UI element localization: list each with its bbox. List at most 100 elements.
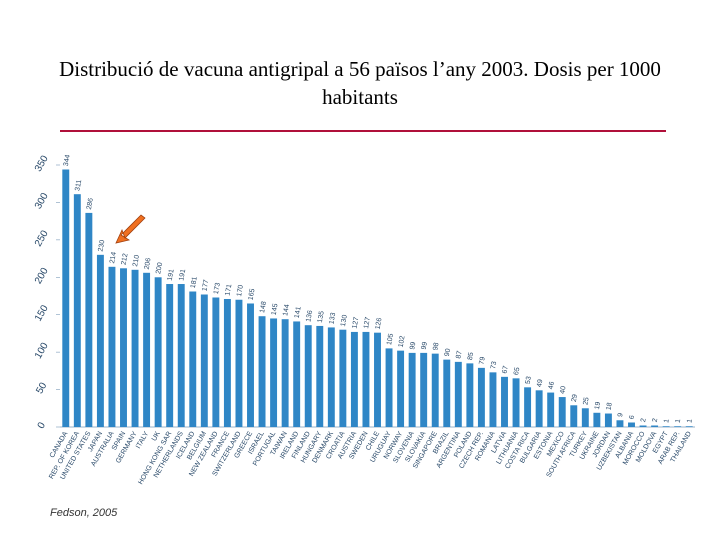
value-label: 102 xyxy=(398,335,407,348)
value-label: 165 xyxy=(248,288,257,301)
bar xyxy=(397,350,405,427)
value-label: 2 xyxy=(652,418,660,423)
value-label: 214 xyxy=(109,251,118,264)
bar xyxy=(293,321,301,427)
bar xyxy=(304,325,312,427)
y-tick-label: 300 xyxy=(33,191,51,211)
value-label: 212 xyxy=(121,253,130,266)
source: Fedson, 2005 xyxy=(50,507,118,519)
bar xyxy=(200,294,208,427)
bar xyxy=(639,425,647,427)
value-label: 65 xyxy=(513,367,521,376)
value-label: 133 xyxy=(328,312,337,325)
value-label: 46 xyxy=(548,381,556,390)
value-label: 9 xyxy=(617,412,625,417)
value-label: 90 xyxy=(444,348,452,357)
value-label: 170 xyxy=(236,284,245,297)
value-label: 85 xyxy=(467,352,475,361)
bar xyxy=(489,372,497,427)
bar xyxy=(350,331,358,427)
value-label: 126 xyxy=(375,317,384,330)
value-label: 2 xyxy=(640,418,648,423)
bar xyxy=(512,378,520,427)
value-label: 127 xyxy=(363,316,372,329)
bar xyxy=(524,387,532,427)
y-tick-label: 200 xyxy=(33,266,51,286)
value-label: 67 xyxy=(502,365,510,374)
y-tick-label: 150 xyxy=(33,303,51,323)
bar xyxy=(223,298,231,427)
bar xyxy=(501,376,508,427)
bar xyxy=(235,299,243,427)
bar xyxy=(570,405,578,427)
bar xyxy=(62,169,70,427)
bar xyxy=(96,254,104,427)
value-label: 73 xyxy=(490,361,498,370)
value-label: 1 xyxy=(675,418,683,423)
arrow xyxy=(115,214,146,244)
bar xyxy=(662,426,670,427)
bar xyxy=(177,284,185,427)
bar xyxy=(477,367,485,427)
bar xyxy=(547,392,555,427)
value-label: 311 xyxy=(74,179,83,191)
value-label: 6 xyxy=(629,415,637,420)
y-tick-label: 250 xyxy=(33,228,51,248)
bar xyxy=(281,319,289,427)
bar xyxy=(154,277,162,427)
value-label: 286 xyxy=(86,197,95,210)
bar xyxy=(420,352,428,427)
value-label: 344 xyxy=(63,154,72,167)
bar xyxy=(131,269,139,427)
y-tick-label: 50 xyxy=(34,380,49,396)
bar xyxy=(581,408,589,427)
value-label: 130 xyxy=(340,314,349,327)
value-label: 1 xyxy=(686,418,694,423)
bar xyxy=(316,325,324,427)
value-label: 200 xyxy=(155,262,164,275)
bar xyxy=(466,363,474,427)
bar xyxy=(685,426,693,427)
bar xyxy=(212,297,220,427)
bar xyxy=(143,272,151,427)
bar xyxy=(674,426,682,427)
value-label: 136 xyxy=(305,310,314,323)
value-label: 191 xyxy=(167,269,176,282)
y-tick-label: 0 xyxy=(36,420,49,431)
bar xyxy=(558,397,566,427)
bar xyxy=(108,266,116,427)
bar xyxy=(374,332,381,427)
bar xyxy=(270,318,278,427)
value-label: 25 xyxy=(582,397,590,406)
bar xyxy=(362,331,370,427)
value-label: 49 xyxy=(536,379,544,388)
bar xyxy=(385,348,393,427)
x-tick-label: UK xyxy=(151,430,162,442)
value-label: 177 xyxy=(201,279,210,292)
bar xyxy=(604,413,612,427)
chart-title: Distribució de vacuna antigripal a 56 pa… xyxy=(59,57,661,109)
bar xyxy=(258,316,266,427)
value-label: 29 xyxy=(571,394,579,403)
bar xyxy=(535,390,543,427)
value-label: 98 xyxy=(432,342,440,351)
bar xyxy=(431,353,439,427)
bar xyxy=(166,284,174,427)
bar xyxy=(247,303,254,427)
value-label: 145 xyxy=(271,303,280,316)
value-label: 148 xyxy=(259,301,268,314)
bar xyxy=(408,352,416,427)
value-label: 191 xyxy=(178,269,187,282)
value-label: 105 xyxy=(386,333,395,346)
bar xyxy=(73,194,81,427)
value-label: 53 xyxy=(525,376,533,385)
bar xyxy=(593,412,601,427)
value-label: 210 xyxy=(132,254,141,267)
bar xyxy=(85,212,93,427)
value-label: 206 xyxy=(144,257,153,270)
value-label: 135 xyxy=(317,310,326,323)
value-label: 18 xyxy=(605,402,613,411)
bar xyxy=(628,422,635,427)
value-label: 144 xyxy=(282,304,291,317)
